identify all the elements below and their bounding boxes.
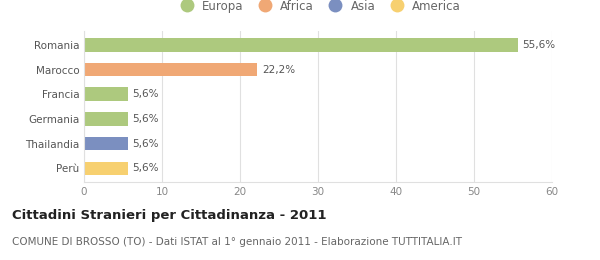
Bar — [84, 63, 257, 76]
Text: 55,6%: 55,6% — [523, 40, 556, 50]
Text: Cittadini Stranieri per Cittadinanza - 2011: Cittadini Stranieri per Cittadinanza - 2… — [12, 209, 326, 222]
Bar — [84, 38, 518, 52]
Bar — [84, 112, 128, 126]
Text: COMUNE DI BROSSO (TO) - Dati ISTAT al 1° gennaio 2011 - Elaborazione TUTTITALIA.: COMUNE DI BROSSO (TO) - Dati ISTAT al 1°… — [12, 237, 462, 246]
Text: 5,6%: 5,6% — [133, 139, 159, 149]
Bar — [84, 161, 128, 175]
Text: 5,6%: 5,6% — [133, 89, 159, 99]
Legend: Europa, Africa, Asia, America: Europa, Africa, Asia, America — [170, 0, 466, 17]
Text: 22,2%: 22,2% — [262, 64, 295, 75]
Bar — [84, 137, 128, 151]
Text: 5,6%: 5,6% — [133, 114, 159, 124]
Text: 5,6%: 5,6% — [133, 163, 159, 173]
Bar — [84, 87, 128, 101]
